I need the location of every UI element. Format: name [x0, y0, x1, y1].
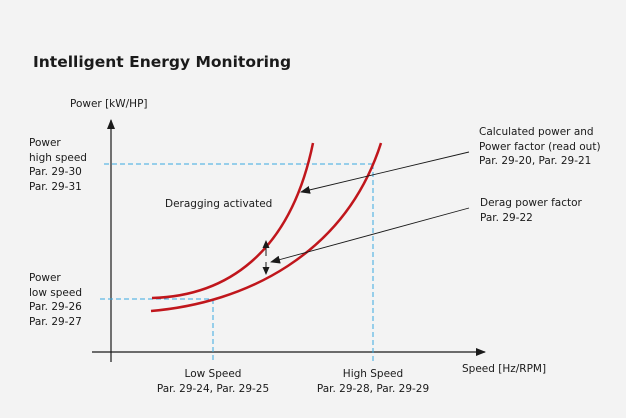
low-speed-label: Low Speed Par. 29-24, Par. 29-25	[157, 367, 269, 396]
label-line: high speed	[29, 151, 87, 164]
label-line: Par. 29-22	[480, 211, 533, 224]
label-line: Low Speed	[184, 368, 242, 380]
label-line: Derag power factor	[480, 197, 582, 209]
deragging-activated-label: Deragging activated	[165, 198, 273, 210]
label-line: Power	[29, 137, 61, 149]
label-line: Par. 29-28, Par. 29-29	[316, 382, 430, 395]
power-low-label: Power low speed Par. 29-26 Par. 29-27	[29, 271, 82, 329]
label-line: Par. 29-27	[29, 315, 82, 328]
calculated-power-label: Calculated power and Power factor (read …	[479, 125, 601, 169]
derag-power-curve	[151, 142, 315, 300]
label-line: Power factor (read out)	[479, 140, 601, 153]
label-line: High Speed	[342, 368, 404, 380]
label-line: Par. 29-30	[29, 166, 82, 178]
label-line: Power	[29, 272, 61, 284]
label-line: low speed	[29, 286, 82, 299]
calculated-power-pointer	[300, 151, 470, 194]
diagram-title: Intelligent Energy Monitoring	[33, 53, 292, 71]
derag-power-factor-label: Derag power factor Par. 29-22	[480, 196, 582, 225]
derag-factor-pointer	[270, 207, 470, 264]
label-line: Par. 29-24, Par. 29-25	[156, 382, 270, 395]
y-axis-label: Power [kW/HP]	[70, 98, 148, 110]
label-line: Par. 29-20, Par. 29-21	[479, 155, 592, 167]
high-speed-label: High Speed Par. 29-28, Par. 29-29	[317, 367, 429, 396]
label-line: Par. 29-26	[29, 301, 82, 313]
x-axis-label: Speed [Hz/RPM]	[462, 363, 547, 375]
label-line: Calculated power and	[479, 126, 594, 138]
power-high-label: Power high speed Par. 29-30 Par. 29-31	[29, 136, 87, 194]
label-line: Par. 29-31	[29, 180, 82, 193]
calculated-power-curve	[150, 142, 383, 313]
